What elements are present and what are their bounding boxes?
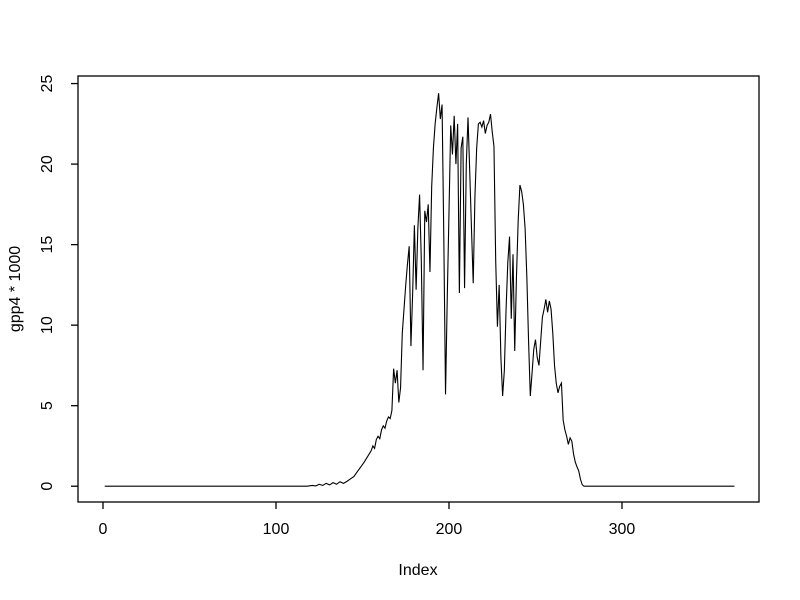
y-tick-label: 20 [39, 155, 56, 173]
plot-box [77, 75, 760, 503]
data-series-line [104, 93, 735, 487]
y-tick-label: 10 [39, 316, 56, 334]
x-tick-label: 200 [436, 521, 463, 538]
x-tick-label: 100 [263, 521, 290, 538]
x-tick-label: 300 [609, 521, 636, 538]
y-tick-label: 15 [39, 236, 56, 254]
y-tick-label: 5 [39, 401, 56, 410]
y-tick-label: 0 [39, 482, 56, 491]
y-axis: 0 5 10 15 20 25 [39, 75, 78, 491]
x-tick-label: 0 [99, 521, 108, 538]
x-axis: 0 100 200 300 [99, 502, 636, 538]
plot-area [78, 76, 759, 502]
y-axis-label: gpp4 * 1000 [7, 246, 24, 332]
y-tick-label: 25 [39, 75, 56, 93]
x-axis-label: Index [398, 562, 437, 579]
